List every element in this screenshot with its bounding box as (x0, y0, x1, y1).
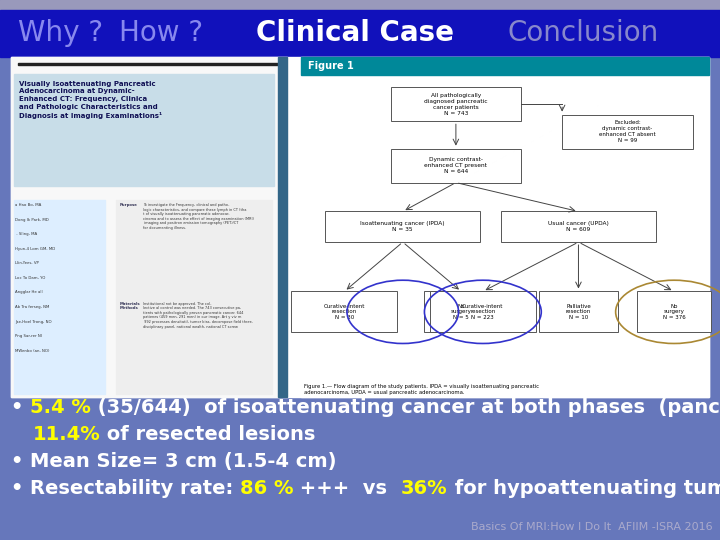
Text: Jae-Hoel Trong, NO: Jae-Hoel Trong, NO (15, 320, 52, 323)
Text: Dong Ik Park, MD: Dong Ik Park, MD (15, 218, 49, 221)
Text: Ab Tra ferseg, NM: Ab Tra ferseg, NM (15, 305, 50, 309)
Text: +++  vs: +++ vs (294, 479, 401, 498)
Text: Figure 1: Figure 1 (308, 61, 354, 71)
FancyBboxPatch shape (390, 148, 521, 183)
Bar (11, 57, 709, 397)
Text: Hyun-4 Lom GM, MD: Hyun-4 Lom GM, MD (15, 247, 55, 251)
Text: MWenbo (an, NO): MWenbo (an, NO) (15, 349, 50, 353)
FancyBboxPatch shape (562, 114, 693, 148)
Text: (35/644)  of isoattenuating cancer at both phases  (panc and portal): (35/644) of isoattenuating cancer at bot… (91, 398, 720, 417)
Text: 5.4 %: 5.4 % (30, 398, 91, 417)
FancyBboxPatch shape (390, 87, 521, 122)
Text: Dynamic contrast-
enhanced CT present
N = 644: Dynamic contrast- enhanced CT present N … (425, 157, 487, 174)
Text: Clinical Case: Clinical Case (256, 19, 454, 47)
Text: Resectability rate:: Resectability rate: (30, 479, 240, 498)
Text: Excluded:
dynamic contrast-
enhanced CT absent
N = 99: Excluded: dynamic contrast- enhanced CT … (599, 120, 656, 143)
Text: Materials
Methods: Materials Methods (120, 302, 140, 310)
FancyBboxPatch shape (501, 212, 656, 242)
Text: All pathologically
diagnosed pancreatic
cancer patients
N = 743: All pathologically diagnosed pancreatic … (424, 93, 487, 116)
Text: - Sling, MA: - Sling, MA (15, 232, 37, 236)
Bar (301, 57, 709, 397)
Text: 86 %: 86 % (240, 479, 294, 498)
Bar (18, 63, 279, 65)
Text: Purpose: Purpose (120, 203, 137, 207)
Text: 11.4%: 11.4% (32, 425, 100, 444)
Text: •: • (11, 479, 30, 498)
Text: for hypoattenuating tumours: for hypoattenuating tumours (448, 479, 720, 498)
Text: Isoattenuating cancer (IPDA)
N = 35: Isoattenuating cancer (IPDA) N = 35 (361, 221, 445, 232)
Bar (0, 0, 720, 10)
Text: Png Sar-rer NI: Png Sar-rer NI (15, 334, 42, 338)
Text: Conclusion: Conclusion (508, 19, 659, 47)
Bar (0, 10, 720, 57)
Text: Llin-Yees, VP: Llin-Yees, VP (15, 261, 39, 265)
Text: •: • (11, 452, 30, 471)
FancyBboxPatch shape (430, 292, 536, 332)
Text: Curative-intent
resection
N = 30: Curative-intent resection N = 30 (324, 303, 365, 320)
Text: of resected lesions: of resected lesions (100, 425, 315, 444)
Bar (278, 57, 287, 397)
Text: 36%: 36% (401, 479, 448, 498)
Bar (14, 200, 105, 394)
FancyBboxPatch shape (325, 212, 480, 242)
FancyBboxPatch shape (291, 292, 397, 332)
Text: Why ?: Why ? (18, 19, 103, 47)
Text: No
surgery
N = 376: No surgery N = 376 (662, 303, 685, 320)
Text: Mean Size= 3 cm (1.5-4 cm): Mean Size= 3 cm (1.5-4 cm) (30, 452, 336, 471)
Text: To investigate the Frequency, clinical and patho-
logic characteristics, and com: To investigate the Frequency, clinical a… (143, 203, 254, 230)
Text: Institutional not be approved. The col-
lective al control was needed. The 743 c: Institutional not be approved. The col- … (143, 302, 253, 329)
Text: No
surgery
N = 5: No surgery N = 5 (451, 303, 472, 320)
Text: Angglar He all: Angglar He all (15, 291, 42, 294)
Bar (14, 74, 274, 186)
FancyBboxPatch shape (539, 292, 618, 332)
Text: Basics Of MRI:How I Do It  AFIIM -ISRA 2016: Basics Of MRI:How I Do It AFIIM -ISRA 20… (471, 522, 713, 531)
Text: Curative-intent
resection
N = 223: Curative-intent resection N = 223 (462, 303, 503, 320)
Text: Visually Isoattenuating Pancreatic
Adenocarcinoma at Dynamic-
Enhanced CT: Frequ: Visually Isoattenuating Pancreatic Adeno… (19, 80, 163, 119)
Bar (116, 200, 271, 394)
FancyBboxPatch shape (637, 292, 711, 332)
Bar (11, 57, 287, 397)
Text: Figure 1.— Flow diagram of the study patients. IPDA = visually isoattenuating pa: Figure 1.— Flow diagram of the study pat… (305, 383, 539, 395)
Text: Palliative
resection
N = 10: Palliative resection N = 10 (566, 303, 591, 320)
Text: •: • (11, 398, 30, 417)
Text: How ?: How ? (119, 19, 203, 47)
Bar (301, 57, 709, 76)
Text: Usual cancer (UPDA)
N = 609: Usual cancer (UPDA) N = 609 (548, 221, 609, 232)
Text: a Hao Bo, MA: a Hao Bo, MA (15, 203, 41, 207)
FancyBboxPatch shape (424, 292, 498, 332)
Text: Loc To Dam, YO: Loc To Dam, YO (15, 276, 45, 280)
